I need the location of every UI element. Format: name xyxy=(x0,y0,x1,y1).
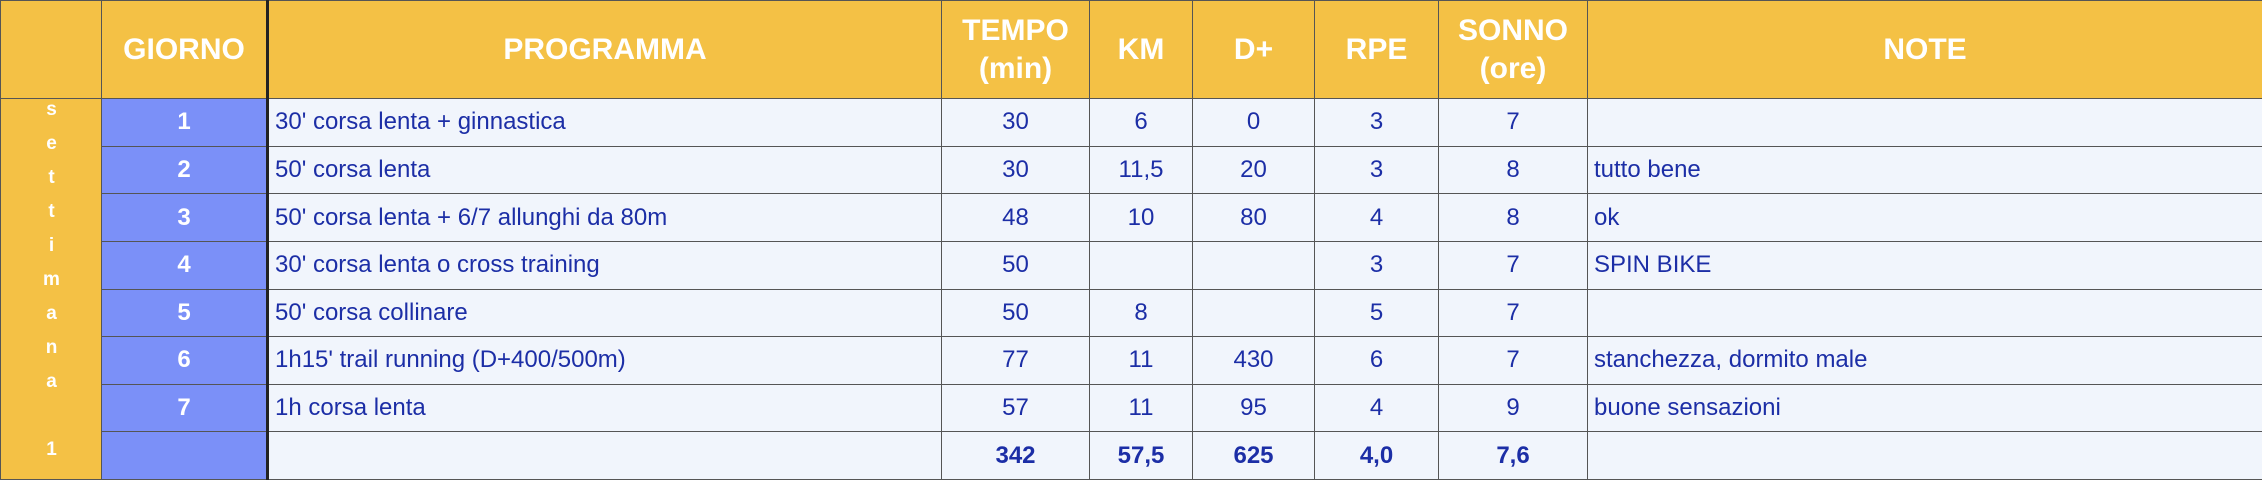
column-header: NOTE xyxy=(1588,1,2262,99)
value-cell: 10 xyxy=(1090,194,1193,242)
value-cell: 50 xyxy=(942,241,1090,289)
program-cell: 30' corsa lenta + ginnastica xyxy=(268,99,942,147)
day-number: 6 xyxy=(102,337,268,385)
value-cell: 3 xyxy=(1315,241,1439,289)
value-cell: 7 xyxy=(1439,99,1588,147)
day-number: 4 xyxy=(102,241,268,289)
value-cell: 6 xyxy=(1315,337,1439,385)
week-label: settimana 1 xyxy=(1,99,102,480)
program-cell: 50' corsa lenta + 6/7 allunghi da 80m xyxy=(268,194,942,242)
value-cell: 430 xyxy=(1193,337,1315,385)
value-cell: 9 xyxy=(1439,384,1588,432)
value-cell: 0 xyxy=(1193,99,1315,147)
total-cell: 57,5 xyxy=(1090,432,1193,480)
value-cell: 6 xyxy=(1090,99,1193,147)
value-cell xyxy=(1193,241,1315,289)
value-cell: 48 xyxy=(942,194,1090,242)
total-cell: 4,0 xyxy=(1315,432,1439,480)
value-cell: 20 xyxy=(1193,146,1315,194)
page: {"table": { "header": ["GIORNO", "PROGRA… xyxy=(0,0,2262,466)
note-cell: buone sensazioni xyxy=(1588,384,2262,432)
value-cell: 8 xyxy=(1439,146,1588,194)
note-cell: stanchezza, dormito male xyxy=(1588,337,2262,385)
column-header: RPE xyxy=(1315,1,1439,99)
program-cell: 1h corsa lenta xyxy=(268,384,942,432)
program-cell xyxy=(268,432,942,480)
value-cell: 95 xyxy=(1193,384,1315,432)
total-cell: 7,6 xyxy=(1439,432,1588,480)
column-header: PROGRAMMA xyxy=(268,1,942,99)
day-number: 5 xyxy=(102,289,268,337)
program-cell: 50' corsa collinare xyxy=(268,289,942,337)
value-cell: 8 xyxy=(1090,289,1193,337)
value-cell: 80 xyxy=(1193,194,1315,242)
column-header: TEMPO (min) xyxy=(942,1,1090,99)
value-cell: 3 xyxy=(1315,99,1439,147)
day-number: 7 xyxy=(102,384,268,432)
note-cell: SPIN BIKE xyxy=(1588,241,2262,289)
note-cell: ok xyxy=(1588,194,2262,242)
week-label-text: settimana 1 xyxy=(40,99,62,473)
header-corner xyxy=(1,1,102,99)
program-cell: 1h15' trail running (D+400/500m) xyxy=(268,337,942,385)
total-cell: 342 xyxy=(942,432,1090,480)
total-cell: 625 xyxy=(1193,432,1315,480)
note-cell xyxy=(1588,289,2262,337)
value-cell: 11 xyxy=(1090,384,1193,432)
value-cell: 77 xyxy=(942,337,1090,385)
day-number: 1 xyxy=(102,99,268,147)
day-number: 3 xyxy=(102,194,268,242)
note-cell xyxy=(1588,99,2262,147)
value-cell: 3 xyxy=(1315,146,1439,194)
value-cell: 57 xyxy=(942,384,1090,432)
program-cell: 30' corsa lenta o cross training xyxy=(268,241,942,289)
value-cell xyxy=(1193,289,1315,337)
value-cell: 8 xyxy=(1439,194,1588,242)
column-header: GIORNO xyxy=(102,1,268,99)
value-cell: 11,5 xyxy=(1090,146,1193,194)
column-header: SONNO (ore) xyxy=(1439,1,1588,99)
value-cell xyxy=(1090,241,1193,289)
value-cell: 11 xyxy=(1090,337,1193,385)
column-header: D+ xyxy=(1193,1,1315,99)
value-cell: 30 xyxy=(942,146,1090,194)
value-cell: 5 xyxy=(1315,289,1439,337)
value-cell: 7 xyxy=(1439,241,1588,289)
value-cell: 7 xyxy=(1439,289,1588,337)
note-cell: tutto bene xyxy=(1588,146,2262,194)
column-header: KM xyxy=(1090,1,1193,99)
value-cell: 7 xyxy=(1439,337,1588,385)
day-number: 2 xyxy=(102,146,268,194)
program-cell: 50' corsa lenta xyxy=(268,146,942,194)
value-cell: 4 xyxy=(1315,384,1439,432)
day-number xyxy=(102,432,268,480)
value-cell: 50 xyxy=(942,289,1090,337)
value-cell: 4 xyxy=(1315,194,1439,242)
value-cell: 30 xyxy=(942,99,1090,147)
note-cell xyxy=(1588,432,2262,480)
